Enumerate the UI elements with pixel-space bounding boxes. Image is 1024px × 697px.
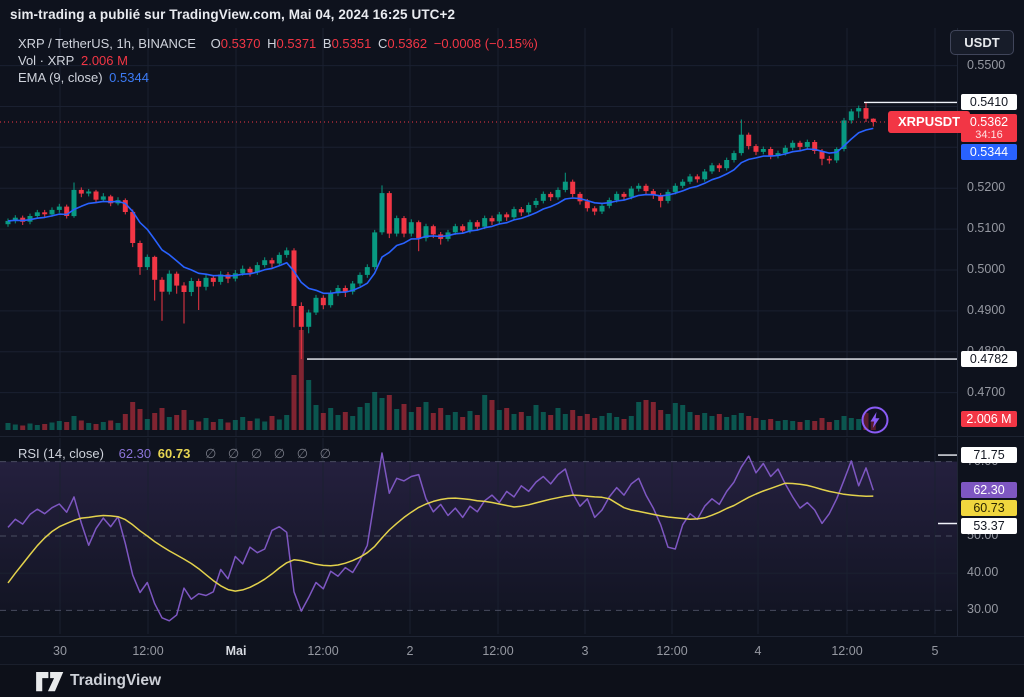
price-scale-badge: 0.4782 xyxy=(961,351,1017,368)
time-axis-label: 30 xyxy=(53,644,67,658)
volume-bars xyxy=(5,330,876,430)
ema-value: 0.5344 xyxy=(109,70,149,85)
price-scale-badge: 0.5362 34:16 xyxy=(961,114,1017,142)
rsi-ma-line xyxy=(7,482,874,592)
axis-separator xyxy=(957,28,958,636)
pane-separator xyxy=(0,436,1024,437)
symbol-badge: XRPUSDT xyxy=(888,111,971,133)
rsi-label: RSI (14, close) xyxy=(18,446,104,461)
price-scale-badge: 71.75 xyxy=(961,447,1017,464)
ohlc-close-value: 0.5362 xyxy=(387,36,428,51)
symbol-legend: XRP / TetherUS, 1h, BINANCE O0.5370 H0.5… xyxy=(18,36,541,51)
time-axis-label: 12:00 xyxy=(132,644,164,658)
volume-label: Vol · XRP xyxy=(18,53,75,68)
price-scale-label: 0.5500 xyxy=(967,57,1006,72)
price-scale-label: 0.5000 xyxy=(967,261,1006,276)
footer: TradingView xyxy=(0,664,1024,697)
change-value: −0.0008 (−0.15%) xyxy=(433,36,538,51)
ohlc-high-label: H xyxy=(267,36,277,51)
price-scale-badge: 0.5410 xyxy=(961,94,1017,111)
symbol-title: XRP / TetherUS, 1h, BINANCE xyxy=(18,36,196,51)
volume-badge: 2.006 M xyxy=(961,411,1017,427)
price-chart-pane[interactable] xyxy=(0,28,958,436)
ema-legend: EMA (9, close) 0.5344 xyxy=(18,70,152,85)
time-axis-label: 4 xyxy=(754,644,762,658)
rsi-legend: RSI (14, close) 62.30 60.73 ∅ ∅ ∅ ∅ ∅ ∅ xyxy=(18,446,338,462)
price-scale-badge: 0.5344 xyxy=(961,144,1017,160)
price-scale-label: 0.5200 xyxy=(967,180,1006,195)
volume-legend: Vol · XRP 2.006 M xyxy=(18,53,131,68)
ohlc-close-label: C xyxy=(377,36,388,51)
rsi-line xyxy=(7,452,875,622)
price-scale-label: 30.00 xyxy=(967,602,999,617)
time-axis-label: 5 xyxy=(931,644,939,658)
tradingview-brand[interactable]: TradingView xyxy=(70,672,162,689)
volume-value: 2.006 M xyxy=(80,53,128,68)
price-scale-label: 0.5100 xyxy=(967,221,1006,236)
ohlc-low-value: 0.5351 xyxy=(331,36,372,51)
time-axis-label: 3 xyxy=(581,644,589,658)
rsi-value: 62.30 xyxy=(118,446,152,461)
ohlc-high-value: 0.5371 xyxy=(276,36,317,51)
rsi-ma-value: 60.73 xyxy=(157,446,191,461)
ohlc-low-label: B xyxy=(322,36,332,51)
share-header: sim-trading a publié sur TradingView.com… xyxy=(10,7,455,22)
price-scale-label: 0.4700 xyxy=(967,384,1006,399)
price-scale-label: 40.00 xyxy=(967,565,999,580)
price-scale[interactable]: 0.55000.52000.51000.50000.49000.48000.47… xyxy=(958,28,1024,636)
price-scale-badge: 60.73 xyxy=(961,500,1017,517)
currency-toggle-button[interactable]: USDT xyxy=(950,30,1014,55)
rsi-pane[interactable] xyxy=(0,438,958,634)
time-axis-label: 12:00 xyxy=(307,644,339,658)
price-scale-badge: 53.37 xyxy=(961,518,1017,535)
ohlc-open-label: O xyxy=(210,36,221,51)
rsi-hidden-plots: ∅ ∅ ∅ ∅ ∅ ∅ xyxy=(204,446,335,461)
time-axis-label: 12:00 xyxy=(482,644,514,658)
tradingview-logo[interactable] xyxy=(36,672,66,693)
boost-lightning-icon[interactable] xyxy=(860,405,890,435)
time-axis-label: 12:00 xyxy=(656,644,688,658)
share-header-text: sim-trading a publié sur TradingView.com… xyxy=(10,7,456,22)
ema-label: EMA (9, close) xyxy=(18,70,103,85)
time-axis-label: Mai xyxy=(225,644,247,658)
ohlc-open-value: 0.5370 xyxy=(220,36,261,51)
time-axis-label: 12:00 xyxy=(831,644,863,658)
time-axis-label: 2 xyxy=(406,644,414,658)
candles xyxy=(5,102,876,360)
time-axis[interactable]: 30 12:00 Mai 12:00 2 12:00 3 12:00 4 12:00 5 xyxy=(0,636,1024,664)
price-scale-badge: 62.30 xyxy=(961,482,1017,499)
price-scale-label: 0.4900 xyxy=(967,302,1006,317)
ema-line xyxy=(7,127,874,295)
